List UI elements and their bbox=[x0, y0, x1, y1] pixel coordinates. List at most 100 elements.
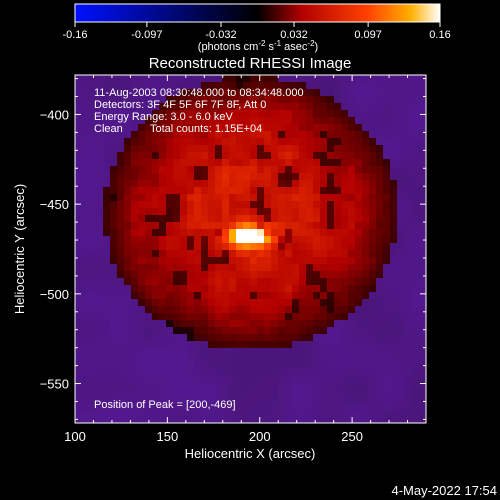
heatmap-cell bbox=[173, 411, 181, 419]
heatmap-cell bbox=[208, 418, 216, 423]
heatmap-cell bbox=[89, 257, 97, 265]
heatmap-cell bbox=[271, 96, 279, 104]
heatmap-cell bbox=[355, 292, 363, 300]
heatmap-cell bbox=[152, 355, 160, 363]
heatmap-cell bbox=[362, 194, 370, 202]
heatmap-cell bbox=[334, 89, 342, 97]
heatmap-cell bbox=[208, 124, 216, 132]
heatmap-cell bbox=[306, 131, 314, 139]
heatmap-cell bbox=[110, 110, 118, 118]
heatmap-cell bbox=[250, 362, 258, 370]
heatmap-cell bbox=[236, 236, 244, 244]
heatmap-cell bbox=[82, 390, 90, 398]
heatmap-cell bbox=[334, 341, 342, 349]
heatmap-cell bbox=[180, 166, 188, 174]
heatmap-cell bbox=[383, 236, 391, 244]
heatmap-cell bbox=[215, 194, 223, 202]
heatmap-cell bbox=[355, 369, 363, 377]
heatmap-cell bbox=[243, 355, 251, 363]
heatmap-cell bbox=[264, 376, 272, 384]
heatmap-cell bbox=[334, 82, 342, 90]
heatmap-cell bbox=[131, 173, 139, 181]
heatmap-cell bbox=[271, 208, 279, 216]
heatmap-cell bbox=[110, 250, 118, 258]
heatmap-cell bbox=[243, 229, 251, 237]
heatmap-cell bbox=[327, 103, 335, 111]
heatmap-cell bbox=[390, 383, 398, 391]
heatmap-cell bbox=[362, 299, 370, 307]
heatmap-cell bbox=[257, 418, 265, 423]
heatmap-cell bbox=[299, 152, 307, 160]
heatmap-cell bbox=[320, 75, 328, 83]
heatmap-cell bbox=[236, 271, 244, 279]
heatmap-cell bbox=[110, 285, 118, 293]
heatmap-cell bbox=[411, 418, 419, 423]
heatmap-cell bbox=[159, 285, 167, 293]
heatmap-cell bbox=[257, 299, 265, 307]
heatmap-cell bbox=[82, 397, 90, 405]
heatmap-cell bbox=[348, 124, 356, 132]
heatmap-cell bbox=[89, 383, 97, 391]
heatmap-cell bbox=[306, 411, 314, 419]
heatmap-cell bbox=[166, 194, 174, 202]
heatmap-cell bbox=[397, 348, 405, 356]
heatmap-cell bbox=[348, 222, 356, 230]
heatmap-cell bbox=[362, 369, 370, 377]
heatmap-cell bbox=[201, 264, 209, 272]
heatmap-cell bbox=[138, 236, 146, 244]
heatmap-cell bbox=[131, 159, 139, 167]
heatmap-cell bbox=[145, 110, 153, 118]
heatmap-cell bbox=[285, 355, 293, 363]
heatmap-cell bbox=[152, 250, 160, 258]
heatmap-cell bbox=[229, 390, 237, 398]
heatmap-cell bbox=[397, 299, 405, 307]
heatmap-cell bbox=[110, 243, 118, 251]
heatmap-cell bbox=[334, 313, 342, 321]
heatmap-cell bbox=[145, 103, 153, 111]
heatmap-cell bbox=[180, 89, 188, 97]
heatmap-cell bbox=[257, 383, 265, 391]
heatmap-cell bbox=[264, 215, 272, 223]
heatmap-cell bbox=[82, 124, 90, 132]
heatmap-cell bbox=[299, 75, 307, 83]
heatmap-cell bbox=[404, 285, 412, 293]
heatmap-cell bbox=[327, 180, 335, 188]
heatmap-cell bbox=[180, 278, 188, 286]
heatmap-cell bbox=[229, 278, 237, 286]
heatmap-cell bbox=[369, 208, 377, 216]
heatmap-cell bbox=[159, 348, 167, 356]
heatmap-cell bbox=[383, 292, 391, 300]
heatmap-cell bbox=[278, 243, 286, 251]
heatmap-cell bbox=[334, 376, 342, 384]
heatmap-cell bbox=[299, 327, 307, 335]
heatmap-cell bbox=[236, 299, 244, 307]
heatmap-cell bbox=[194, 187, 202, 195]
heatmap-cell bbox=[187, 285, 195, 293]
heatmap-cell bbox=[278, 117, 286, 125]
heatmap-cell bbox=[285, 334, 293, 342]
heatmap-cell bbox=[159, 390, 167, 398]
heatmap-cell bbox=[264, 348, 272, 356]
heatmap-cell bbox=[299, 299, 307, 307]
heatmap-cell bbox=[103, 376, 111, 384]
heatmap-cell bbox=[138, 75, 146, 83]
heatmap-cell bbox=[201, 89, 209, 97]
heatmap-cell bbox=[327, 75, 335, 83]
heatmap-cell bbox=[89, 397, 97, 405]
heatmap-cell bbox=[341, 355, 349, 363]
heatmap-cell bbox=[145, 89, 153, 97]
heatmap-cell bbox=[264, 257, 272, 265]
heatmap-cell bbox=[166, 362, 174, 370]
heatmap-cell bbox=[166, 334, 174, 342]
heatmap-cell bbox=[397, 173, 405, 181]
heatmap-cell bbox=[208, 320, 216, 328]
heatmap-cell bbox=[348, 201, 356, 209]
heatmap-cell bbox=[383, 362, 391, 370]
heatmap-cell bbox=[187, 215, 195, 223]
heatmap-cell bbox=[75, 222, 83, 230]
heatmap-cell bbox=[320, 390, 328, 398]
heatmap-cell bbox=[145, 243, 153, 251]
heatmap-cell bbox=[397, 362, 405, 370]
heatmap-cell bbox=[103, 117, 111, 125]
heatmap-cell bbox=[166, 159, 174, 167]
